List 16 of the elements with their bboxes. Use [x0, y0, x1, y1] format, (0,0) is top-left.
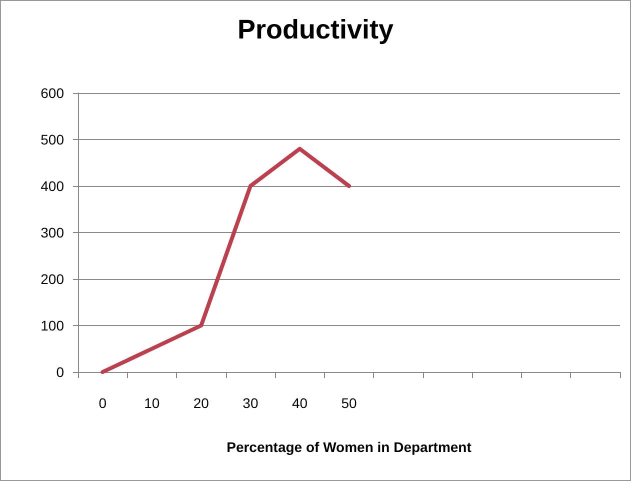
y-tick-label: 0: [56, 364, 64, 380]
x-tick-label: 40: [292, 395, 308, 411]
line-series: [100, 146, 351, 374]
x-tick-label: 10: [144, 395, 160, 411]
y-tick-label: 300: [40, 224, 64, 240]
y-tick-label: 400: [40, 178, 64, 194]
y-tick-label: 600: [40, 85, 64, 101]
x-axis-title: Percentage of Women in Department: [226, 439, 472, 455]
chart-title: Productivity: [237, 14, 394, 44]
y-tick-label: 500: [40, 132, 64, 148]
x-tick-label: 20: [193, 395, 210, 411]
y-tick-label: 100: [40, 318, 64, 334]
x-tick-label: 30: [242, 395, 258, 411]
x-tick-label: 50: [341, 395, 357, 411]
x-tick-label: 0: [98, 395, 107, 411]
y-tick-label: 200: [40, 271, 64, 287]
